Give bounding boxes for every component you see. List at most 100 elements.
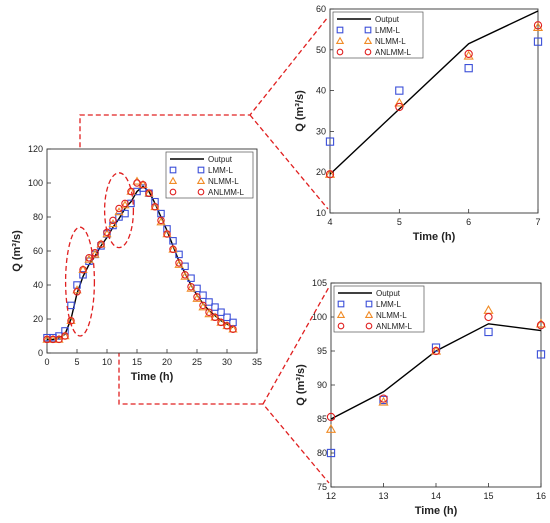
legend-swatch-lmm-l (337, 300, 345, 308)
data-point-anlmm-l (193, 293, 201, 301)
x-tick-label: 10 (102, 357, 112, 367)
data-point-anlmm-l (139, 180, 147, 189)
data-point-lmm-l (61, 327, 69, 335)
data-point-anlmm-l (431, 346, 441, 356)
legend-swatch-anlmm-l (336, 48, 344, 56)
data-point-lmm-l (464, 64, 473, 73)
data-point-lmm-l (533, 37, 543, 46)
x-tick-label: 25 (192, 357, 202, 367)
legend-swatch-lmm-l (336, 26, 344, 34)
legend-swatch-anlmm-l (365, 322, 373, 330)
data-point-lmm-l (223, 313, 231, 322)
main-chart: 0 5 10 15 20 25 30 35 0 20 40 60 80 100 120 Time (h) Q (… (11, 144, 262, 383)
data-point-nlmm-l (198, 302, 208, 311)
legend-label-lmm-l: LMM-L (208, 166, 233, 175)
x-tick-label: 35 (252, 357, 262, 367)
data-point-nlmm-l (180, 271, 190, 280)
data-point-nlmm-l (84, 254, 94, 263)
legend-label-nlmm-l: NLMM-L (375, 37, 406, 46)
y-tick-label: 90 (317, 380, 327, 390)
x-tick-label: 16 (536, 491, 546, 501)
x-axis-label: Time (h) (131, 371, 174, 383)
data-point-anlmm-l (163, 230, 171, 238)
x-tick-label: 13 (378, 491, 388, 501)
y-tick-label: 105 (312, 278, 327, 288)
y-axis-label: Q (m³/s) (294, 90, 306, 132)
data-point-anlmm-l (205, 308, 213, 316)
y-tick-label: 80 (317, 448, 327, 458)
data-point-lmm-l (151, 197, 159, 206)
x-tick-label: 14 (431, 491, 441, 501)
x-tick-label: 20 (162, 357, 172, 367)
data-point-nlmm-l (394, 97, 405, 107)
zoom-chart-early: 4 5 6 7 10 20 30 40 50 60 Time (h) Q (m³/s) Output LM… (294, 4, 544, 243)
legend-label-anlmm-l: ANLMM-L (208, 188, 245, 197)
legend-swatch-nlmm-l (363, 36, 373, 44)
legend-swatch-nlmm-l (168, 176, 178, 184)
legend: Output LMM-L NLMM-L ANLMM-L (333, 285, 425, 333)
data-point-anlmm-l (199, 301, 207, 310)
legend-swatch-anlmm-l (169, 188, 177, 196)
data-point-anlmm-l (217, 318, 225, 327)
legend-swatch-lmm-l (364, 26, 372, 34)
data-point-lmm-l (484, 327, 493, 337)
connector-peak-lower (118, 247, 330, 484)
data-point-anlmm-l (97, 240, 105, 248)
data-point-lmm-l (205, 298, 213, 306)
data-point-anlmm-l (464, 49, 473, 59)
y-tick-label: 95 (317, 346, 327, 356)
x-tick-label: 5 (74, 357, 79, 367)
legend: Output LMM-L NLMM-L ANLMM-L (165, 151, 254, 199)
y-axis-label: Q (m³/s) (295, 364, 307, 406)
data-point-lmm-l (395, 86, 404, 95)
legend-label-nlmm-l: NLMM-L (376, 311, 407, 320)
y-tick-label: 60 (316, 4, 326, 14)
data-point-nlmm-l (463, 50, 474, 60)
legend-swatch-nlmm-l (336, 310, 346, 318)
data-point-nlmm-l (186, 283, 196, 292)
data-point-anlmm-l (157, 216, 165, 225)
data-point-lmm-l (139, 184, 147, 192)
data-point-lmm-l (163, 225, 171, 233)
legend-swatch-lmm-l (197, 166, 205, 174)
data-point-anlmm-l (181, 271, 189, 279)
legend-swatch-anlmm-l (337, 322, 345, 330)
data-point-lmm-l (175, 250, 183, 259)
connector-peak-upper (262, 286, 330, 405)
legend-swatch-anlmm-l (197, 188, 205, 196)
legend-swatch-nlmm-l (364, 310, 374, 318)
data-point-nlmm-l (192, 293, 202, 302)
y-tick-label: 10 (316, 208, 326, 218)
legend-label-lmm-l: LMM-L (375, 26, 400, 35)
x-tick-label: 6 (466, 217, 471, 227)
legend-label-anlmm-l: ANLMM-L (376, 322, 413, 331)
data-point-nlmm-l (174, 259, 184, 268)
y-tick-label: 100 (312, 312, 327, 322)
y-tick-label: 50 (316, 45, 326, 55)
data-point-nlmm-l (90, 249, 100, 258)
data-point-nlmm-l (156, 217, 166, 226)
y-tick-label: 40 (33, 280, 43, 290)
x-tick-label: 4 (327, 217, 332, 227)
data-point-anlmm-l (79, 265, 87, 274)
data-point-anlmm-l (151, 203, 159, 211)
legend-swatch-lmm-l (169, 166, 177, 174)
legend-swatch-nlmm-l (196, 176, 206, 184)
x-tick-label: 12 (326, 491, 336, 501)
legend-label-anlmm-l: ANLMM-L (375, 48, 412, 57)
data-point-anlmm-l (109, 216, 117, 225)
y-tick-label: 20 (33, 314, 43, 324)
x-tick-label: 5 (397, 217, 402, 227)
y-tick-label: 20 (316, 167, 326, 177)
data-point-anlmm-l (484, 312, 493, 322)
y-tick-label: 120 (28, 144, 43, 154)
data-point-lmm-l (536, 350, 546, 359)
x-axis-label: Time (h) (413, 231, 456, 243)
data-point-anlmm-l (169, 245, 177, 254)
x-axis-label: Time (h) (415, 505, 458, 517)
data-point-anlmm-l (533, 21, 543, 30)
data-point-anlmm-l (85, 254, 93, 262)
legend-swatch-anlmm-l (364, 48, 372, 56)
data-point-lmm-l (326, 448, 336, 458)
